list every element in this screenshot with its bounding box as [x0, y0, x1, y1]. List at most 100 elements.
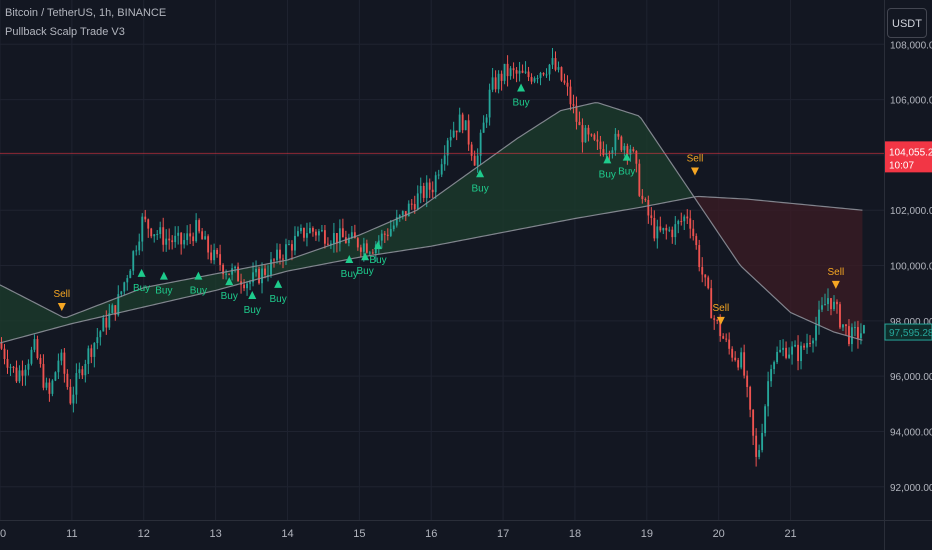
candle-body — [213, 249, 216, 261]
candle-body — [569, 86, 572, 105]
candle-body — [174, 235, 177, 243]
candle-body — [216, 249, 219, 255]
moving-average-lines — [0, 102, 863, 344]
candle-body — [207, 236, 210, 253]
candle-body — [644, 199, 647, 201]
sell-label: Sell — [713, 303, 730, 314]
candle-body — [452, 130, 455, 138]
candle-body — [126, 278, 129, 283]
candle-body — [279, 249, 281, 259]
candle-body — [306, 233, 308, 238]
time-tick-label: 19 — [641, 528, 653, 540]
candle-body — [752, 409, 755, 436]
candle-body — [515, 70, 518, 74]
buy-label: Buy — [356, 266, 373, 277]
candle-body — [707, 277, 710, 289]
candle-body — [57, 360, 60, 373]
candle-body — [87, 348, 90, 364]
price-tick-label: 102,000.00 — [890, 206, 932, 217]
candle-body — [857, 327, 859, 339]
candle-body — [782, 347, 785, 350]
candle-body — [641, 195, 644, 200]
candle-body — [261, 268, 263, 284]
time-tick-label: 21 — [784, 528, 796, 540]
candle-body — [848, 326, 850, 345]
candle-body — [692, 228, 695, 237]
candle-body — [665, 227, 668, 231]
candle-body — [713, 318, 716, 320]
ma-band-fills — [0, 102, 863, 343]
candle-body — [647, 199, 650, 216]
candle-body — [824, 304, 826, 306]
candle-body — [0, 342, 3, 349]
candle-body — [716, 319, 719, 321]
candle-body — [45, 382, 48, 388]
time-tick-label: 15 — [353, 528, 365, 540]
candle-body — [15, 367, 18, 382]
candle-body — [461, 114, 464, 131]
candle-body — [563, 80, 566, 83]
indicator-name[interactable]: Pullback Scalp Trade V3 — [5, 26, 125, 38]
candle-body — [482, 122, 485, 133]
candle-body — [51, 380, 54, 394]
candle-body — [668, 229, 671, 231]
buy-label: Buy — [190, 286, 207, 297]
candle-body — [389, 229, 392, 236]
candle-body — [81, 369, 84, 376]
time-tick-label: 18 — [569, 528, 581, 540]
candle-body — [638, 163, 641, 196]
candle-body — [794, 344, 796, 347]
currency-button[interactable]: USDT — [887, 8, 927, 38]
candle-body — [416, 193, 419, 210]
candle-body — [755, 435, 758, 457]
candle-body — [719, 320, 722, 337]
candle-body — [821, 305, 823, 310]
time-tick-label: 11 — [66, 528, 77, 540]
price-tick-label: 106,000.00 — [890, 96, 932, 107]
candle-body — [419, 185, 422, 194]
candle-body — [371, 252, 374, 254]
candle-body — [386, 234, 389, 236]
candle-body — [785, 347, 788, 358]
buy-label: Buy — [512, 98, 529, 109]
candle-body — [812, 340, 814, 344]
candle-body — [776, 351, 779, 363]
candle-body — [476, 155, 479, 166]
symbol-title[interactable]: Bitcoin / TetherUS, 1h, BINANCE — [5, 7, 167, 19]
time-axis[interactable]: 10 11 12 13 14 15 16 17 18 19 20 21 — [0, 528, 797, 540]
price-tick-label: 92,000.00 — [890, 483, 932, 494]
candle-body — [12, 366, 15, 368]
candle-body — [440, 164, 443, 175]
candle-body — [150, 228, 153, 237]
candle-body — [689, 218, 692, 229]
candle-body — [521, 70, 524, 73]
candle-body — [407, 203, 410, 217]
candle-body — [69, 386, 72, 404]
candle-body — [198, 220, 201, 232]
price-axis[interactable]: 92,000.00 94,000.00 96,000.00 98,000.00 100,… — [884, 40, 932, 494]
buy-arrow — [274, 279, 283, 288]
candle-body — [605, 152, 608, 155]
candle-body — [111, 305, 114, 314]
candle-body — [350, 232, 353, 238]
candle-body — [746, 375, 749, 387]
candle-body — [815, 325, 817, 341]
candle-body — [323, 230, 326, 244]
candle-body — [632, 149, 635, 152]
candle-body — [90, 348, 93, 357]
candle-body — [428, 182, 431, 190]
ma-band-area — [0, 102, 693, 343]
candle-body — [467, 120, 470, 145]
candle-body — [818, 309, 820, 326]
candle-body — [554, 58, 557, 70]
candle-body — [338, 228, 341, 244]
candle-body — [72, 394, 75, 404]
candle-body — [494, 77, 497, 90]
candle-body — [731, 348, 734, 358]
candle-body — [503, 63, 506, 81]
candle-body — [581, 125, 584, 143]
sell-arrow — [690, 167, 699, 176]
candle-body — [398, 215, 401, 218]
